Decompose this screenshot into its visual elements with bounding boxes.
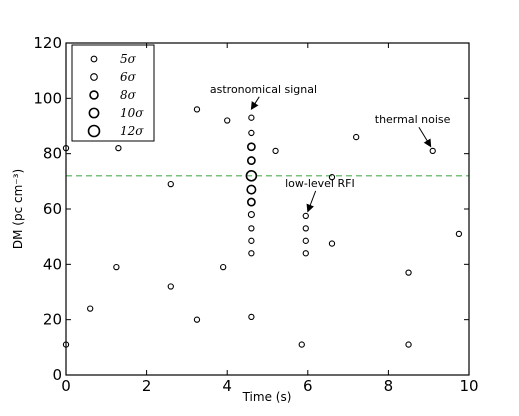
x-tick-label: 0 bbox=[61, 377, 71, 395]
data-point bbox=[405, 269, 412, 276]
data-point bbox=[455, 230, 463, 238]
data-point bbox=[429, 147, 436, 155]
legend-marker bbox=[90, 73, 98, 81]
legend-label: 6σ bbox=[120, 70, 137, 84]
data-point bbox=[245, 170, 258, 182]
data-point bbox=[328, 174, 336, 181]
data-point bbox=[353, 133, 360, 141]
data-point bbox=[248, 250, 255, 257]
x-tick-label: 10 bbox=[459, 377, 478, 395]
annotation-label: low-level RFI bbox=[285, 177, 355, 190]
legend-label: 8σ bbox=[120, 88, 137, 102]
data-point bbox=[247, 210, 255, 219]
x-tick-label: 2 bbox=[142, 377, 152, 395]
legend-label: 12σ bbox=[120, 124, 144, 138]
data-point bbox=[248, 237, 255, 244]
annotation-arrow bbox=[250, 96, 260, 111]
legend-marker bbox=[88, 107, 100, 119]
y-tick-label: 20 bbox=[43, 311, 62, 329]
data-point bbox=[115, 144, 122, 152]
annotation-label: thermal noise bbox=[375, 113, 451, 126]
data-point bbox=[248, 313, 255, 321]
data-point bbox=[328, 240, 336, 247]
data-point bbox=[193, 316, 201, 323]
data-point bbox=[246, 184, 257, 195]
x-axis-label: Time (s) bbox=[242, 390, 292, 404]
data-point bbox=[246, 197, 256, 207]
annotation-arrow bbox=[418, 126, 432, 148]
data-point bbox=[302, 225, 309, 232]
y-tick-label: 60 bbox=[43, 200, 62, 218]
data-point bbox=[298, 341, 305, 348]
y-tick-label: 80 bbox=[43, 145, 62, 163]
data-point bbox=[87, 305, 94, 312]
data-point bbox=[272, 147, 279, 155]
y-tick-label: 120 bbox=[33, 34, 62, 52]
data-point bbox=[193, 106, 201, 113]
data-point bbox=[302, 237, 309, 244]
annotation-label: astronomical signal bbox=[210, 83, 317, 96]
data-point bbox=[405, 341, 412, 348]
legend-label: 5σ bbox=[120, 52, 137, 66]
data-point bbox=[167, 283, 174, 290]
legend-label: 10σ bbox=[120, 106, 144, 120]
x-tick-label: 8 bbox=[384, 377, 394, 395]
annotation-arrow bbox=[306, 190, 317, 213]
legend-marker bbox=[89, 90, 99, 100]
data-point bbox=[246, 156, 256, 165]
data-point bbox=[248, 114, 255, 121]
data-point bbox=[224, 117, 231, 124]
y-tick-label: 40 bbox=[43, 255, 62, 273]
data-point bbox=[167, 180, 174, 188]
data-point bbox=[302, 250, 309, 257]
data-point bbox=[248, 225, 255, 232]
legend-marker bbox=[87, 124, 101, 138]
data-point bbox=[302, 212, 309, 220]
x-tick-label: 4 bbox=[222, 377, 232, 395]
x-tick-label: 6 bbox=[303, 377, 313, 395]
data-point bbox=[220, 263, 227, 271]
y-axis-label: DM (pc cm⁻³) bbox=[11, 169, 25, 249]
y-tick-label: 100 bbox=[33, 89, 62, 107]
legend-marker bbox=[90, 55, 98, 63]
legend-box bbox=[71, 44, 155, 142]
data-point bbox=[246, 142, 256, 152]
y-tick-label: 0 bbox=[52, 366, 62, 384]
data-point bbox=[113, 263, 120, 271]
data-point bbox=[248, 129, 255, 137]
